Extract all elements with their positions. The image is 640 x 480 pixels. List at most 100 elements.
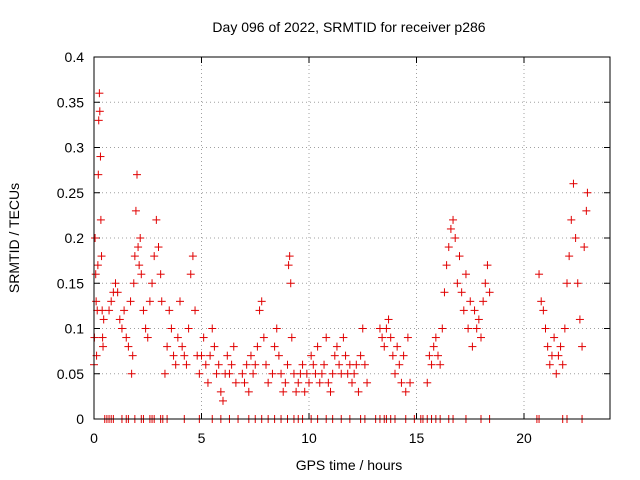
data-point: [95, 107, 104, 116]
data-point: [472, 324, 481, 333]
x-tick-label: 5: [198, 430, 206, 446]
data-point: [457, 288, 466, 297]
data-point: [378, 333, 387, 342]
data-point: [298, 360, 307, 369]
data-point: [360, 360, 369, 369]
data-point: [163, 342, 172, 351]
data-point: [446, 224, 455, 233]
data-point: [425, 351, 434, 360]
data-point: [203, 378, 212, 387]
data-point: [305, 378, 313, 387]
data-point: [96, 152, 105, 161]
data-point: [169, 351, 178, 360]
data-point: [268, 369, 277, 378]
data-point: [578, 342, 587, 351]
data-point: [208, 324, 217, 333]
data-point: [285, 252, 294, 261]
data-point: [281, 378, 290, 387]
data-point: [307, 351, 316, 360]
data-point: [157, 297, 166, 306]
data-point: [453, 279, 462, 288]
data-point: [395, 360, 404, 369]
data-point: [154, 243, 163, 252]
data-point: [569, 179, 578, 188]
data-point: [152, 215, 161, 224]
data-point: [571, 234, 580, 242]
data-point: [143, 333, 152, 342]
data-point: [363, 378, 372, 387]
data-point: [326, 387, 335, 396]
data-point: [550, 333, 559, 342]
data-point: [287, 333, 296, 342]
data-point: [176, 297, 184, 306]
data-point: [126, 297, 135, 306]
data-point: [150, 252, 159, 261]
data-point: [255, 306, 264, 315]
data-point: [122, 333, 131, 342]
data-point: [573, 279, 582, 288]
data-point: [160, 369, 169, 378]
data-point: [264, 378, 273, 387]
data-point: [201, 360, 210, 369]
data-point: [113, 288, 122, 297]
data-point: [129, 279, 138, 288]
data-point: [539, 306, 548, 315]
data-point: [356, 351, 365, 360]
y-tick-label: 0.35: [57, 94, 84, 110]
data-point: [128, 351, 137, 360]
data-point: [148, 279, 157, 288]
data-point: [294, 378, 303, 387]
data-point: [240, 378, 249, 387]
data-point: [99, 315, 108, 324]
data-point: [393, 342, 402, 351]
x-tick-label: 20: [516, 430, 532, 446]
data-point: [341, 351, 350, 360]
data-point: [98, 306, 107, 315]
y-axis-label: SRMTID / TECUs: [6, 183, 22, 293]
data-point: [283, 360, 292, 369]
data-point: [231, 378, 240, 387]
data-point: [227, 360, 236, 369]
data-point: [99, 342, 108, 351]
data-point: [330, 351, 339, 360]
data-point: [272, 324, 281, 333]
data-point: [251, 360, 260, 369]
data-point: [436, 360, 445, 369]
data-point: [401, 387, 410, 396]
data-point: [575, 315, 584, 324]
data-point: [242, 360, 251, 369]
data-point: [403, 333, 412, 342]
data-point: [95, 89, 104, 98]
data-point: [464, 324, 473, 333]
data-point: [191, 306, 200, 315]
data-point: [485, 288, 494, 297]
data-point: [541, 324, 550, 333]
data-point: [322, 333, 331, 342]
data-point: [386, 333, 395, 342]
y-tick-label: 0: [76, 411, 84, 427]
data-point: [262, 360, 270, 369]
data-point: [391, 369, 399, 378]
data-point: [216, 387, 225, 396]
data-point: [173, 333, 182, 342]
data-point: [348, 378, 356, 387]
data-point: [124, 342, 133, 351]
data-point: [292, 387, 301, 396]
data-point: [107, 297, 116, 306]
data-point: [483, 261, 492, 270]
data-point: [94, 170, 103, 179]
plot-frame: [93, 56, 611, 420]
data-point: [537, 297, 546, 306]
y-tick-label: 0.1: [65, 321, 85, 337]
data-point: [91, 234, 100, 242]
y-tick-label: 0.4: [65, 49, 85, 65]
grid: [94, 57, 610, 419]
data-point: [279, 387, 288, 396]
data-point: [115, 315, 124, 324]
data-point: [223, 351, 232, 360]
data-point: [582, 206, 591, 215]
data-point: [286, 279, 295, 288]
data-point: [565, 252, 574, 261]
data-point: [552, 369, 561, 378]
